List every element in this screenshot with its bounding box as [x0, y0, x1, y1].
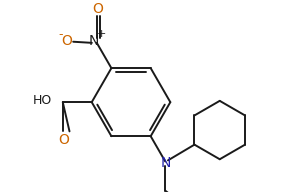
Text: O: O — [58, 133, 69, 147]
Text: -: - — [58, 28, 63, 41]
Text: N: N — [161, 156, 171, 170]
Text: O: O — [61, 34, 72, 48]
Text: +: + — [97, 29, 106, 39]
Text: HO: HO — [32, 94, 52, 107]
Text: N: N — [89, 34, 99, 48]
Text: O: O — [92, 2, 103, 16]
